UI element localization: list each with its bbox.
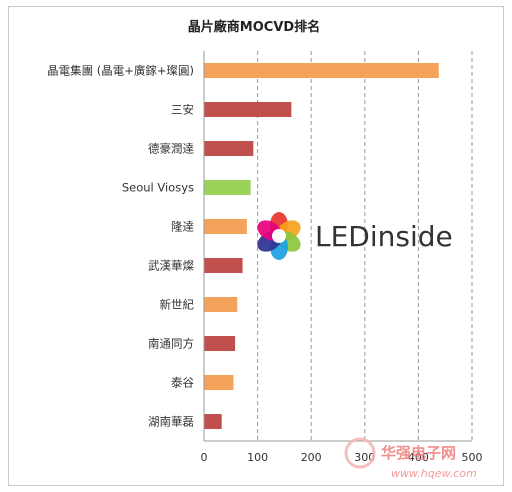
bar: [204, 102, 292, 117]
site-logo-icon: [344, 437, 376, 469]
ledinside-logo: LEDinside: [257, 212, 453, 260]
bar: [204, 63, 439, 78]
flower-logo-icon: [257, 212, 301, 260]
bar: [204, 414, 222, 429]
x-axis-ticks: 0 100 200 300 400 500: [201, 451, 483, 464]
chart-frame: 晶片廠商MOCVD排名 晶電集團 (晶電+廣鎵+璨圓) 三安德豪潤達 Seoul V…: [8, 6, 504, 486]
ledinside-logo-text: LEDinside: [315, 220, 453, 253]
category-label: 湖南華磊: [148, 415, 194, 429]
tick-label: 400: [408, 451, 429, 464]
category-label: Seoul Viosys: [122, 181, 194, 195]
bar: [204, 258, 243, 273]
bars: [204, 63, 439, 429]
chart-title: 晶片廠商MOCVD排名: [188, 19, 320, 35]
bar: [204, 180, 251, 195]
category-label: 隆達: [171, 220, 194, 234]
site-url: www.hqew.com: [391, 467, 477, 480]
tick-label: 100: [247, 451, 268, 464]
logo-center: [272, 229, 286, 243]
category-label: 武漢華燦: [148, 259, 194, 273]
category-label: 晶電集團 (晶電+廣鎵+璨圓): [47, 64, 194, 78]
category-label: 新世紀: [160, 298, 195, 312]
tick-label: 0: [201, 451, 208, 464]
category-label: 三安: [171, 103, 194, 117]
tick-label: 200: [301, 451, 322, 464]
category-label: 南通同方: [148, 337, 194, 351]
site-watermark: 华强电子网 www.hqew.com: [344, 437, 477, 480]
bar: [204, 219, 247, 234]
tick-label: 500: [462, 451, 483, 464]
category-label: 泰谷: [171, 376, 194, 390]
category-label: 德豪潤達: [148, 142, 194, 156]
site-name: 华强电子网: [381, 444, 456, 462]
bar: [204, 297, 238, 312]
bar: [204, 336, 236, 351]
bar: [204, 141, 254, 156]
bar: [204, 375, 234, 390]
